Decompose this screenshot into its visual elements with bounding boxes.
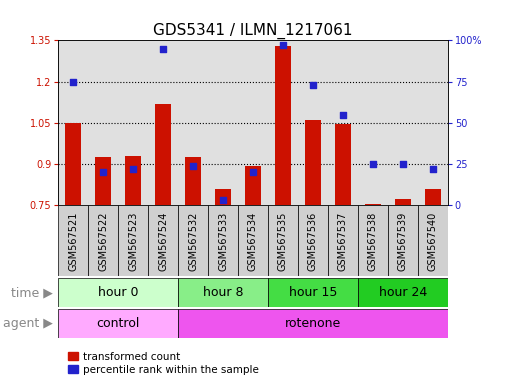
Point: [248, 169, 257, 175]
Bar: [274, 46, 291, 205]
Bar: [95, 157, 111, 205]
Point: [219, 197, 227, 204]
Text: GSM567537: GSM567537: [337, 211, 347, 271]
Text: agent ▶: agent ▶: [3, 317, 53, 330]
FancyBboxPatch shape: [178, 205, 208, 276]
FancyBboxPatch shape: [88, 205, 118, 276]
Text: hour 0: hour 0: [97, 286, 138, 299]
Text: GSM567524: GSM567524: [158, 211, 168, 271]
FancyBboxPatch shape: [268, 205, 297, 276]
Point: [338, 112, 346, 118]
Text: GSM567522: GSM567522: [98, 211, 108, 271]
Bar: [334, 124, 350, 205]
Bar: [65, 123, 81, 205]
Bar: [155, 104, 171, 205]
Point: [428, 166, 436, 172]
Text: GSM567535: GSM567535: [277, 211, 287, 271]
Bar: [304, 120, 321, 205]
FancyBboxPatch shape: [357, 205, 387, 276]
Text: hour 15: hour 15: [288, 286, 336, 299]
Bar: [184, 157, 201, 205]
Text: GSM567523: GSM567523: [128, 211, 138, 271]
Point: [99, 169, 107, 175]
Text: time ▶: time ▶: [11, 286, 53, 299]
FancyBboxPatch shape: [268, 278, 357, 307]
Point: [159, 46, 167, 52]
Bar: [125, 156, 141, 205]
Point: [278, 42, 286, 48]
Title: GDS5341 / ILMN_1217061: GDS5341 / ILMN_1217061: [153, 23, 352, 39]
Point: [368, 161, 376, 167]
Text: GSM567533: GSM567533: [218, 211, 228, 271]
Point: [308, 82, 316, 88]
FancyBboxPatch shape: [357, 278, 447, 307]
Text: hour 24: hour 24: [378, 286, 426, 299]
FancyBboxPatch shape: [178, 278, 268, 307]
Text: GSM567532: GSM567532: [188, 211, 197, 271]
FancyBboxPatch shape: [417, 205, 447, 276]
FancyBboxPatch shape: [178, 309, 447, 338]
FancyBboxPatch shape: [58, 309, 178, 338]
Text: rotenone: rotenone: [284, 317, 340, 330]
FancyBboxPatch shape: [58, 278, 178, 307]
FancyBboxPatch shape: [208, 205, 237, 276]
FancyBboxPatch shape: [387, 205, 417, 276]
Bar: [424, 189, 440, 205]
FancyBboxPatch shape: [58, 205, 88, 276]
FancyBboxPatch shape: [148, 205, 178, 276]
Point: [129, 166, 137, 172]
FancyBboxPatch shape: [237, 205, 268, 276]
Bar: [214, 189, 231, 205]
Text: GSM567536: GSM567536: [308, 211, 317, 271]
Text: hour 8: hour 8: [203, 286, 243, 299]
Text: GSM567534: GSM567534: [247, 211, 258, 271]
Point: [69, 79, 77, 85]
Text: GSM567539: GSM567539: [397, 211, 407, 271]
Text: GSM567521: GSM567521: [68, 211, 78, 271]
FancyBboxPatch shape: [297, 205, 327, 276]
Text: GSM567538: GSM567538: [367, 211, 377, 271]
Bar: [244, 166, 261, 205]
FancyBboxPatch shape: [118, 205, 148, 276]
FancyBboxPatch shape: [327, 205, 357, 276]
Text: control: control: [96, 317, 139, 330]
Text: GSM567540: GSM567540: [427, 211, 437, 271]
Point: [398, 161, 406, 167]
Legend: transformed count, percentile rank within the sample: transformed count, percentile rank withi…: [63, 348, 263, 379]
Bar: [364, 204, 380, 205]
Bar: [394, 199, 410, 205]
Point: [189, 163, 197, 169]
